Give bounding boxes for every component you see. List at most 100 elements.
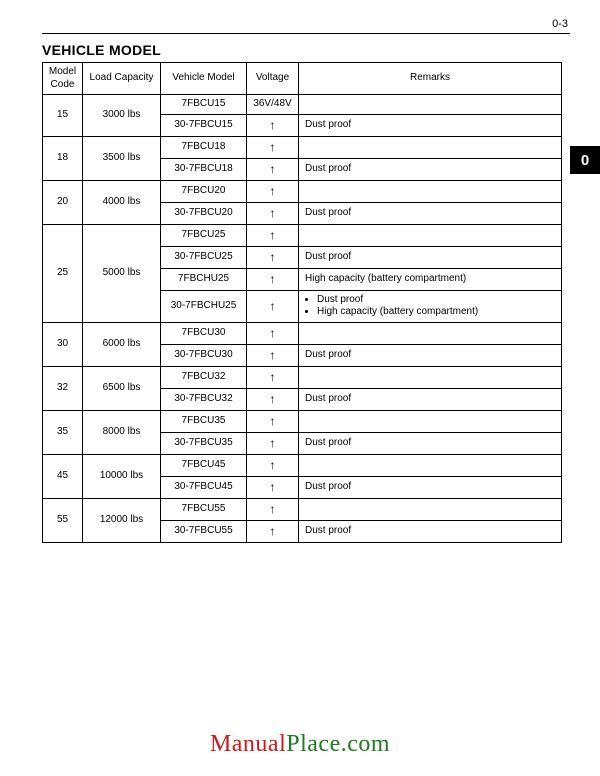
cell-remarks: Dust proof <box>299 158 562 180</box>
cell-load-capacity: 5000 lbs <box>83 224 161 322</box>
th-load-capacity: Load Capacity <box>83 63 161 95</box>
cell-vehicle-model: 30-7FBCU35 <box>161 432 247 454</box>
cell-voltage: ↑ <box>247 498 299 520</box>
cell-voltage: ↑ <box>247 136 299 158</box>
cell-load-capacity: 3500 lbs <box>83 136 161 180</box>
cell-voltage: ↑ <box>247 224 299 246</box>
cell-voltage: ↑ <box>247 344 299 366</box>
th-model-code: Model Code <box>43 63 83 95</box>
cell-vehicle-model: 7FBCHU25 <box>161 268 247 290</box>
th-remarks: Remarks <box>299 63 562 95</box>
cell-load-capacity: 6500 lbs <box>83 366 161 410</box>
cell-vehicle-model: 30-7FBCHU25 <box>161 290 247 322</box>
cell-remarks <box>299 136 562 158</box>
cell-voltage: ↑ <box>247 366 299 388</box>
cell-voltage: ↑ <box>247 520 299 542</box>
cell-model-code: 35 <box>43 410 83 454</box>
section-title: VEHICLE MODEL <box>42 42 570 58</box>
remarks-bullet: Dust proof <box>317 294 557 307</box>
table-row: 204000 lbs7FBCU20↑ <box>43 180 562 202</box>
cell-voltage: ↑ <box>247 114 299 136</box>
cell-voltage: ↑ <box>247 268 299 290</box>
cell-remarks <box>299 454 562 476</box>
section-tab: 0 <box>570 146 600 174</box>
cell-remarks: Dust proof <box>299 520 562 542</box>
cell-vehicle-model: 7FBCU30 <box>161 322 247 344</box>
cell-model-code: 45 <box>43 454 83 498</box>
cell-model-code: 20 <box>43 180 83 224</box>
cell-remarks <box>299 498 562 520</box>
th-voltage: Voltage <box>247 63 299 95</box>
table-body: 153000 lbs7FBCU1536V/48V30-7FBCU15↑Dust … <box>43 95 562 543</box>
vehicle-model-table: Model Code Load Capacity Vehicle Model V… <box>42 62 562 543</box>
cell-voltage: ↑ <box>247 432 299 454</box>
table-row: 153000 lbs7FBCU1536V/48V <box>43 95 562 115</box>
cell-vehicle-model: 7FBCU18 <box>161 136 247 158</box>
cell-remarks: High capacity (battery compartment) <box>299 268 562 290</box>
cell-voltage: ↑ <box>247 290 299 322</box>
table-row: 306000 lbs7FBCU30↑ <box>43 322 562 344</box>
cell-voltage: 36V/48V <box>247 95 299 115</box>
cell-load-capacity: 8000 lbs <box>83 410 161 454</box>
cell-voltage: ↑ <box>247 322 299 344</box>
cell-vehicle-model: 30-7FBCU55 <box>161 520 247 542</box>
cell-model-code: 25 <box>43 224 83 322</box>
cell-vehicle-model: 7FBCU32 <box>161 366 247 388</box>
cell-model-code: 15 <box>43 95 83 137</box>
cell-model-code: 18 <box>43 136 83 180</box>
table-row: 358000 lbs7FBCU35↑ <box>43 410 562 432</box>
table-row: 4510000 lbs7FBCU45↑ <box>43 454 562 476</box>
watermark-part1: Manual <box>210 731 286 757</box>
th-vehicle-model: Vehicle Model <box>161 63 247 95</box>
cell-remarks: Dust proof <box>299 432 562 454</box>
cell-load-capacity: 12000 lbs <box>83 498 161 542</box>
cell-vehicle-model: 30-7FBCU18 <box>161 158 247 180</box>
cell-vehicle-model: 7FBCU35 <box>161 410 247 432</box>
cell-voltage: ↑ <box>247 388 299 410</box>
cell-vehicle-model: 30-7FBCU15 <box>161 114 247 136</box>
cell-remarks: Dust proof <box>299 476 562 498</box>
cell-vehicle-model: 7FBCU15 <box>161 95 247 115</box>
watermark: ManualPlace.com <box>0 731 600 758</box>
table-row: 326500 lbs7FBCU32↑ <box>43 366 562 388</box>
cell-remarks: Dust proof <box>299 202 562 224</box>
page-number: 0-3 <box>42 18 570 34</box>
cell-remarks: Dust proof <box>299 388 562 410</box>
cell-model-code: 30 <box>43 322 83 366</box>
cell-remarks: Dust proof <box>299 114 562 136</box>
cell-vehicle-model: 30-7FBCU20 <box>161 202 247 224</box>
cell-remarks: Dust proof <box>299 344 562 366</box>
cell-load-capacity: 4000 lbs <box>83 180 161 224</box>
cell-vehicle-model: 7FBCU55 <box>161 498 247 520</box>
cell-remarks: Dust proof <box>299 246 562 268</box>
cell-remarks <box>299 95 562 115</box>
cell-voltage: ↑ <box>247 410 299 432</box>
cell-remarks <box>299 180 562 202</box>
table-row: 183500 lbs7FBCU18↑ <box>43 136 562 158</box>
cell-remarks <box>299 410 562 432</box>
table-row: 255000 lbs7FBCU25↑ <box>43 224 562 246</box>
cell-remarks <box>299 322 562 344</box>
cell-vehicle-model: 30-7FBCU32 <box>161 388 247 410</box>
cell-model-code: 32 <box>43 366 83 410</box>
cell-load-capacity: 6000 lbs <box>83 322 161 366</box>
cell-model-code: 55 <box>43 498 83 542</box>
cell-voltage: ↑ <box>247 202 299 224</box>
cell-vehicle-model: 30-7FBCU45 <box>161 476 247 498</box>
cell-load-capacity: 3000 lbs <box>83 95 161 137</box>
cell-remarks <box>299 224 562 246</box>
watermark-part2: Place.com <box>286 731 390 757</box>
cell-voltage: ↑ <box>247 454 299 476</box>
remarks-bullet: High capacity (battery compartment) <box>317 306 557 319</box>
table-header-row: Model Code Load Capacity Vehicle Model V… <box>43 63 562 95</box>
cell-remarks: Dust proofHigh capacity (battery compart… <box>299 290 562 322</box>
cell-load-capacity: 10000 lbs <box>83 454 161 498</box>
cell-voltage: ↑ <box>247 476 299 498</box>
cell-remarks <box>299 366 562 388</box>
table-row: 5512000 lbs7FBCU55↑ <box>43 498 562 520</box>
cell-voltage: ↑ <box>247 246 299 268</box>
cell-vehicle-model: 7FBCU45 <box>161 454 247 476</box>
cell-vehicle-model: 7FBCU25 <box>161 224 247 246</box>
cell-voltage: ↑ <box>247 158 299 180</box>
cell-voltage: ↑ <box>247 180 299 202</box>
